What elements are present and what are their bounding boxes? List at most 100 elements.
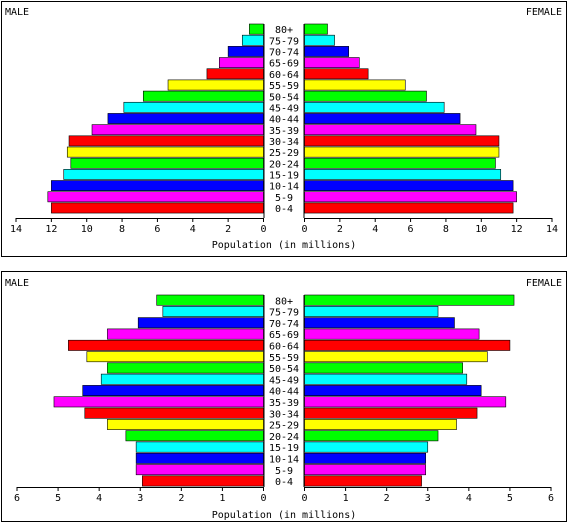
female-bar-70-74 [304,46,349,57]
male-bar-20-24 [125,430,264,442]
male-bar-15-19 [135,441,264,453]
male-x-tick-label: 8 [119,224,125,235]
age-group-label: 65-69 [269,59,299,70]
male-bar-10-14 [51,180,264,192]
female-bar-30-34 [304,407,478,419]
female-bar-15-19 [304,169,502,180]
male-x-tick-label: 5 [55,493,61,504]
male-bar-0-4 [51,202,264,214]
age-group-label: 60-64 [269,342,299,353]
male-bar-60-64 [206,68,264,80]
panel-1-female-label: FEMALE [526,7,562,18]
age-group-label: 40-44 [269,387,299,398]
age-group-label: 40-44 [269,115,299,126]
male-bar-65-69 [107,328,264,340]
age-group-label: 25-29 [269,148,299,159]
female-bar-35-39 [304,396,507,408]
female-bar-40-44 [304,385,482,396]
age-group-label: 70-74 [269,48,299,59]
panel-1-male-label: MALE [5,7,29,18]
male-bar-5-9 [135,464,264,476]
female-bar-30-34 [304,135,500,147]
female-bar-5-9 [304,464,426,476]
male-x-tick-label: 10 [81,224,93,235]
male-x-tick-label: 4 [190,224,196,235]
male-bar-40-44 [82,385,264,396]
female-bar-65-69 [304,57,360,69]
female-bar-20-24 [304,430,439,442]
male-bar-75-79 [241,34,264,46]
male-bar-70-74 [227,46,264,57]
male-bar-45-49 [123,101,264,113]
female-x-tick-label: 14 [546,224,558,235]
female-x-tick-label: 2 [337,224,343,235]
male-bar-10-14 [135,452,264,464]
female-x-tick-label: 2 [384,493,390,504]
age-group-label: 0-4 [275,477,293,488]
female-bar-35-39 [304,124,477,136]
male-bar-80+ [156,294,264,306]
male-bar-40-44 [107,113,264,124]
age-group-label: 55-59 [269,353,299,364]
female-bar-15-19 [304,441,429,453]
age-group-label: 70-74 [269,319,299,330]
female-bar-80+ [304,294,515,306]
female-bar-25-29 [304,418,457,430]
female-x-tick-label: 10 [475,224,487,235]
age-group-label: 65-69 [269,330,299,341]
female-bar-50-54 [304,90,427,102]
age-group-label: 15-19 [269,171,299,182]
female-x-tick-label: 3 [425,493,431,504]
age-group-label: 5-9 [275,193,293,204]
panel-1-x-axis-label: Population (in millions) [212,240,357,251]
female-bar-0-4 [304,202,514,214]
female-x-tick-label: 0 [301,224,307,235]
female-bar-55-59 [304,79,406,91]
male-bar-70-74 [137,317,264,329]
age-group-label: 45-49 [269,375,299,386]
male-bar-20-24 [70,157,264,169]
male-x-tick-label: 2 [178,493,184,504]
male-x-tick-label: 12 [45,224,57,235]
male-bar-65-69 [219,57,264,69]
male-x-tick-label: 3 [137,493,143,504]
male-bar-45-49 [100,373,264,385]
male-x-tick-label: 0 [260,224,266,235]
age-group-label: 30-34 [269,137,299,148]
female-x-tick-label: 6 [408,224,414,235]
male-bar-0-4 [142,475,264,487]
panel-2-male-label: MALE [5,278,29,289]
female-x-tick-label: 5 [507,493,513,504]
male-bar-50-54 [142,90,264,102]
age-group-label: 60-64 [269,70,299,81]
male-bar-25-29 [66,146,264,158]
female-bar-5-9 [304,191,517,203]
age-group-label: 10-14 [269,455,299,466]
age-group-label: 10-14 [269,182,299,193]
male-x-tick-label: 4 [96,493,102,504]
age-group-label: 75-79 [269,308,299,319]
panel-2-female-label: FEMALE [526,278,562,289]
female-bar-80+ [304,23,328,35]
panel-2-frame [1,271,567,522]
age-group-label: 15-19 [269,443,299,454]
male-x-tick-label: 14 [10,224,22,235]
female-bar-25-29 [304,146,500,158]
age-group-label: 80+ [275,296,293,307]
female-x-tick-label: 6 [548,493,554,504]
male-x-tick-label: 1 [219,493,225,504]
male-bar-5-9 [47,191,264,203]
age-group-label: 35-39 [269,126,299,137]
age-group-label: 0-4 [275,204,293,215]
male-bar-55-59 [167,79,264,91]
female-bar-75-79 [304,305,439,317]
female-x-tick-label: 8 [443,224,449,235]
female-x-tick-label: 1 [343,493,349,504]
female-bar-60-64 [304,68,369,80]
age-group-label: 45-49 [269,103,299,114]
age-group-label: 35-39 [269,398,299,409]
male-bar-35-39 [91,124,264,136]
female-bar-55-59 [304,351,488,363]
male-x-tick-label: 6 [154,224,160,235]
